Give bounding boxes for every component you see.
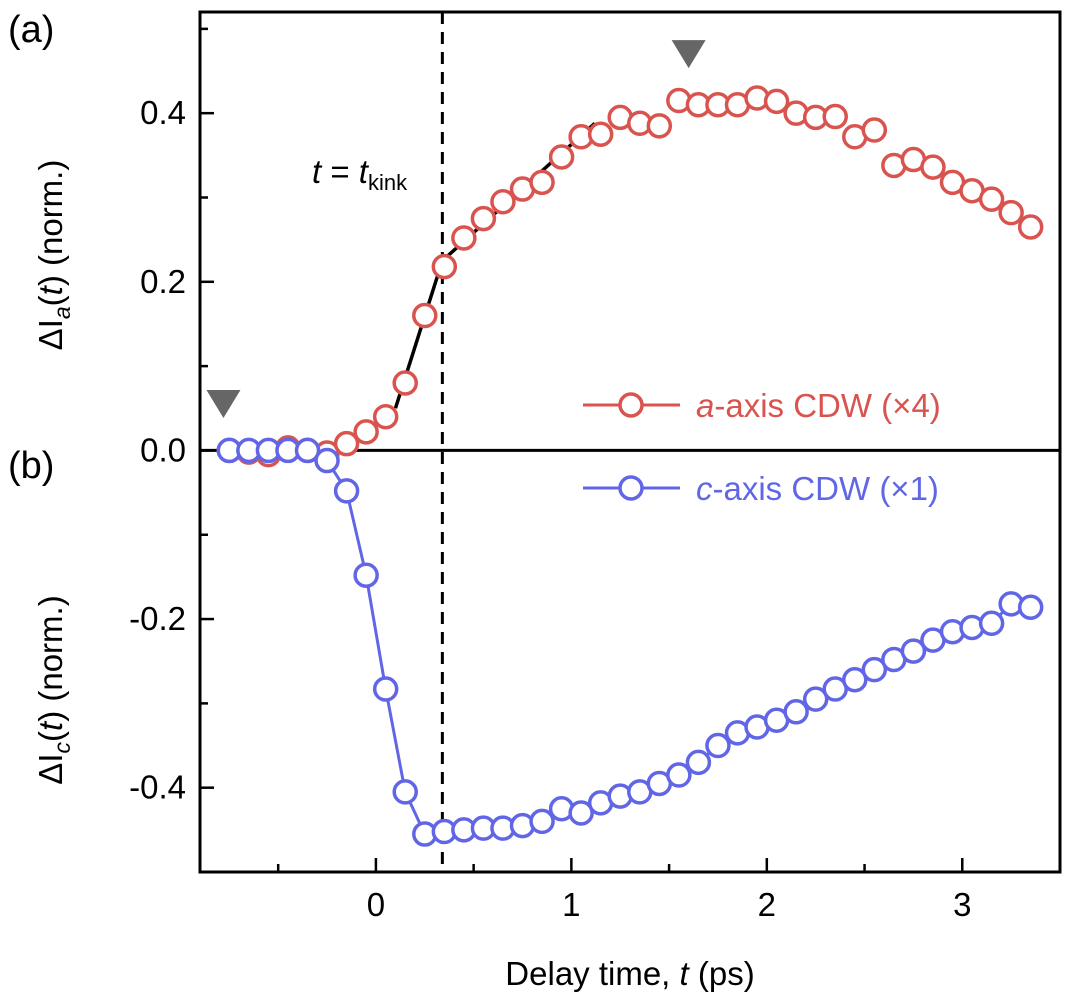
c-axis-data-point (842, 667, 868, 693)
a-axis-data-point (861, 117, 888, 143)
a-axis-data-point (431, 253, 458, 280)
c-axis-data-point (978, 610, 1005, 637)
plot-frame (198, 10, 1062, 874)
y-tick-label: 0.0 (140, 431, 186, 468)
c-axis-data-point (392, 779, 418, 805)
c-axis-data-point (353, 562, 379, 588)
y-tick-label: -0.2 (129, 600, 186, 637)
c-axis-data-point (783, 699, 809, 725)
panel-label-b: (b) (8, 445, 54, 487)
c-axis-data-point (666, 762, 692, 788)
y-axis-label-bottom: ΔIc(t) (norm.) (32, 595, 75, 784)
legend-marker-a-axis (618, 392, 644, 418)
y-tick-label: 0.2 (140, 263, 186, 300)
a-axis-data-point (998, 199, 1024, 226)
a-axis-data-point (372, 403, 399, 430)
a-axis-data-point (470, 205, 497, 232)
x-tick-label: 1 (562, 886, 580, 923)
c-axis-data-point (529, 808, 555, 835)
a-axis-data-point (978, 186, 1005, 212)
legend-label-c-axis: c-axis CDW (×1) (696, 470, 939, 507)
a-axis-data-point (529, 169, 555, 196)
legend-label-a-axis: a-axis CDW (×4) (696, 387, 941, 424)
c-axis-data-point (900, 638, 927, 664)
c-axis-data-point (705, 732, 731, 759)
y-tick-label: 0.4 (140, 94, 186, 131)
a-axis-data-point (548, 144, 575, 170)
c-axis-data-point (372, 676, 399, 702)
kink-annotation: t = tkink (312, 153, 408, 195)
a-axis-data-point (333, 430, 360, 457)
legend-marker-c-axis (618, 475, 644, 501)
a-axis-data-point (490, 188, 516, 215)
a-axis-data-point (353, 419, 379, 445)
a-axis-data-point (392, 370, 418, 396)
c-axis-data-point (294, 437, 321, 464)
triangle-marker (671, 40, 706, 69)
c-axis-data-point (802, 686, 829, 712)
a-axis-data-point (646, 113, 673, 139)
c-axis-data-point (861, 656, 888, 683)
c-axis-data-point (568, 800, 594, 826)
a-axis-data-point (920, 154, 946, 180)
a-axis-data-point (412, 302, 438, 329)
panel-label-a: (a) (8, 9, 54, 51)
c-axis-data-point (1017, 594, 1044, 621)
c-axis-data-point (333, 478, 360, 504)
c-axis-data-point (314, 447, 340, 474)
x-tick-label: 3 (953, 886, 971, 923)
x-tick-label: 0 (367, 886, 385, 923)
x-axis-label: Delay time, t (ps) (505, 955, 754, 992)
y-tick-label: -0.4 (129, 769, 186, 806)
a-axis-data-point (1017, 214, 1044, 240)
a-axis-data-point (822, 103, 848, 130)
a-axis-data-point (451, 225, 477, 251)
a-axis-data-point (587, 121, 614, 148)
x-tick-label: 2 (758, 886, 776, 923)
a-axis-data-point (763, 88, 790, 115)
y-axis-label-top: ΔIa(t) (norm.) (32, 160, 75, 351)
legend: a-axis CDW (×4) c-axis CDW (×1) (583, 387, 941, 507)
triangle-marker (206, 390, 241, 419)
c-axis-data-point (685, 749, 712, 776)
